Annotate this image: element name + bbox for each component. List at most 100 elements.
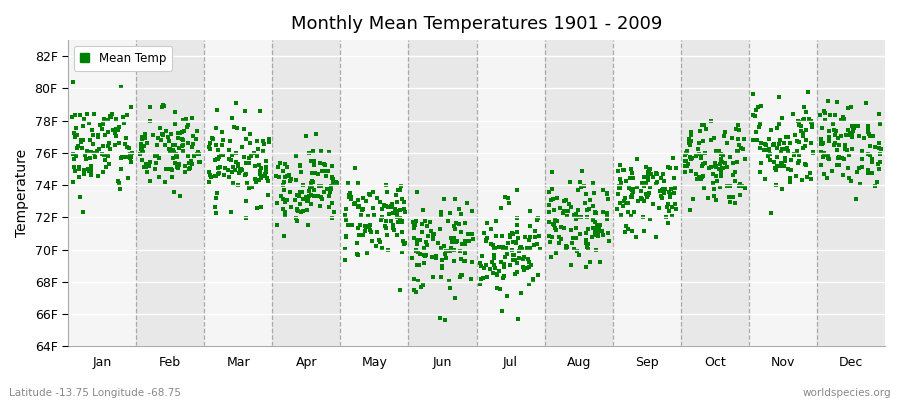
Point [122, 155, 137, 162]
Point [752, 121, 767, 128]
Point [239, 179, 254, 186]
Point [568, 235, 582, 241]
Point [618, 229, 633, 236]
Point [278, 161, 293, 167]
Point [209, 173, 223, 179]
Point [517, 256, 531, 262]
Point [722, 194, 736, 200]
Point [522, 281, 536, 288]
Point [217, 172, 231, 178]
Point [154, 137, 168, 144]
Point [226, 180, 240, 186]
Point [210, 190, 224, 196]
Point [104, 146, 118, 152]
Point [248, 176, 262, 182]
Point [102, 140, 116, 146]
Point [166, 154, 180, 161]
Point [583, 197, 598, 204]
Point [684, 131, 698, 138]
Point [518, 233, 532, 240]
Point [588, 232, 602, 238]
Point [777, 162, 791, 169]
Point [140, 140, 154, 146]
Point [757, 147, 771, 153]
Point [383, 203, 398, 209]
Point [634, 195, 649, 202]
Point [653, 187, 668, 194]
Point [489, 232, 503, 239]
Point [439, 248, 454, 254]
Point [732, 142, 746, 148]
Point [81, 166, 95, 173]
Bar [340, 40, 409, 346]
Point [341, 193, 356, 200]
Point [362, 191, 376, 197]
Point [692, 151, 706, 158]
Point [302, 188, 316, 194]
Point [872, 144, 886, 151]
Point [845, 146, 859, 152]
Point [542, 233, 556, 240]
Point [290, 218, 304, 224]
Point [730, 148, 744, 155]
Point [125, 150, 140, 156]
Point [599, 190, 614, 196]
Point [364, 227, 378, 233]
Point [215, 142, 230, 148]
Point [120, 144, 134, 150]
Point [515, 246, 529, 252]
Point [860, 129, 875, 135]
Point [161, 138, 176, 144]
Point [405, 219, 419, 225]
Point [152, 155, 166, 161]
Point [510, 235, 525, 242]
Point [458, 250, 473, 256]
Point [578, 200, 592, 206]
Point [713, 161, 727, 167]
Point [695, 122, 709, 128]
Point [448, 295, 463, 301]
Point [680, 162, 694, 169]
Point [548, 225, 562, 231]
Point [561, 208, 575, 214]
Point [637, 180, 652, 186]
Point [635, 214, 650, 220]
Point [177, 169, 192, 176]
Point [115, 154, 130, 160]
Point [783, 167, 797, 174]
Point [339, 206, 354, 212]
Point [161, 146, 176, 152]
Point [684, 138, 698, 144]
Point [289, 153, 303, 159]
Point [326, 178, 340, 184]
Point [520, 255, 535, 262]
Point [377, 202, 392, 208]
Point [544, 239, 558, 245]
Point [115, 114, 130, 120]
Point [396, 238, 410, 244]
Point [166, 148, 181, 155]
Bar [749, 40, 817, 346]
Point [76, 209, 90, 216]
Point [291, 208, 305, 214]
Point [496, 246, 510, 252]
Point [387, 205, 401, 212]
Point [653, 193, 668, 200]
Bar [817, 40, 885, 346]
Point [865, 156, 879, 162]
Point [251, 146, 266, 152]
Point [294, 168, 309, 175]
Point [228, 124, 242, 130]
Point [170, 152, 184, 159]
Point [745, 112, 760, 118]
Point [797, 143, 812, 150]
Point [415, 229, 429, 235]
Point [653, 175, 668, 182]
Point [475, 275, 490, 282]
Point [112, 124, 126, 130]
Point [582, 259, 597, 266]
Point [432, 225, 446, 232]
Point [292, 193, 306, 200]
Point [419, 242, 434, 248]
Point [544, 186, 559, 192]
